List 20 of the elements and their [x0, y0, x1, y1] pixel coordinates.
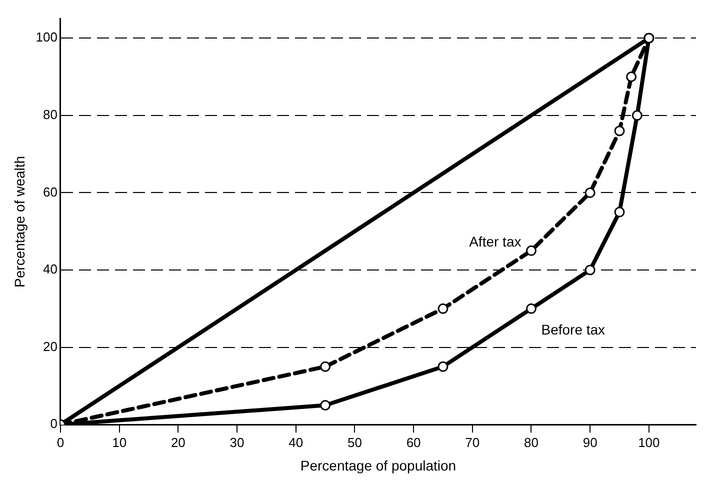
y-tick-label: 0 [50, 416, 58, 432]
y-tick-label: 40 [43, 262, 58, 277]
y-axis-title: Percentage of wealth [11, 156, 28, 288]
series-label: After tax [469, 234, 522, 250]
y-tick-label: 60 [43, 184, 58, 200]
x-tick-label: 30 [230, 434, 244, 450]
x-tick-label: 100 [638, 434, 660, 450]
series-label: Before tax [541, 322, 606, 338]
x-tick-label: 60 [406, 434, 421, 450]
x-axis-title: Percentage of population [300, 457, 456, 474]
y-tick-label: 100 [36, 30, 58, 45]
y-tick-label: 80 [43, 106, 58, 122]
x-tick-label: 90 [582, 434, 598, 450]
x-tick-label: 50 [347, 434, 362, 450]
x-tick-label: 40 [288, 434, 304, 450]
y-tick-label: 20 [43, 338, 58, 354]
x-tick-label: 80 [524, 434, 538, 450]
x-tick-label: 10 [112, 434, 127, 450]
x-tick-label: 70 [465, 434, 480, 450]
x-tick-label: 20 [170, 434, 186, 450]
